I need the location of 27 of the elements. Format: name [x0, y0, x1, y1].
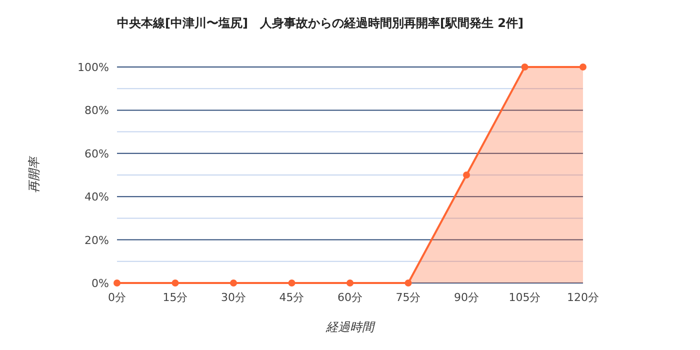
y-tick-label: 80%: [84, 104, 109, 118]
point: [230, 280, 237, 286]
y-axis-title: 再開率: [27, 155, 41, 193]
x-tick-label: 60分: [338, 291, 362, 304]
x-axis-title: 経過時間: [325, 320, 376, 334]
y-tick-label: 100%: [78, 61, 109, 74]
x-tick-label: 120分: [567, 291, 599, 304]
point: [172, 280, 179, 286]
point: [521, 64, 528, 70]
x-tick-label: 15分: [162, 291, 188, 304]
y-tick-label: 40%: [84, 190, 109, 204]
x-tick-label: 30分: [221, 291, 246, 304]
point: [288, 280, 296, 286]
x-tick-label: 45分: [279, 291, 304, 304]
x-tick-label: 90分: [454, 291, 479, 304]
chart-title: 中央本線[中津川〜塩尻] 人身事故からの経過時間別再開率[駅間発生 2件]: [117, 16, 524, 30]
point: [463, 172, 470, 178]
y-tick-label: 60%: [84, 147, 109, 160]
x-tick-label: 0分: [108, 291, 126, 304]
point: [404, 280, 412, 286]
point: [346, 280, 354, 286]
point: [580, 64, 586, 70]
x-tick-label: 75分: [396, 291, 421, 304]
y-tick-label: 20%: [84, 234, 109, 247]
y-tick-label: 0%: [92, 277, 109, 290]
point: [114, 280, 120, 286]
x-tick-label: 105分: [508, 291, 541, 304]
